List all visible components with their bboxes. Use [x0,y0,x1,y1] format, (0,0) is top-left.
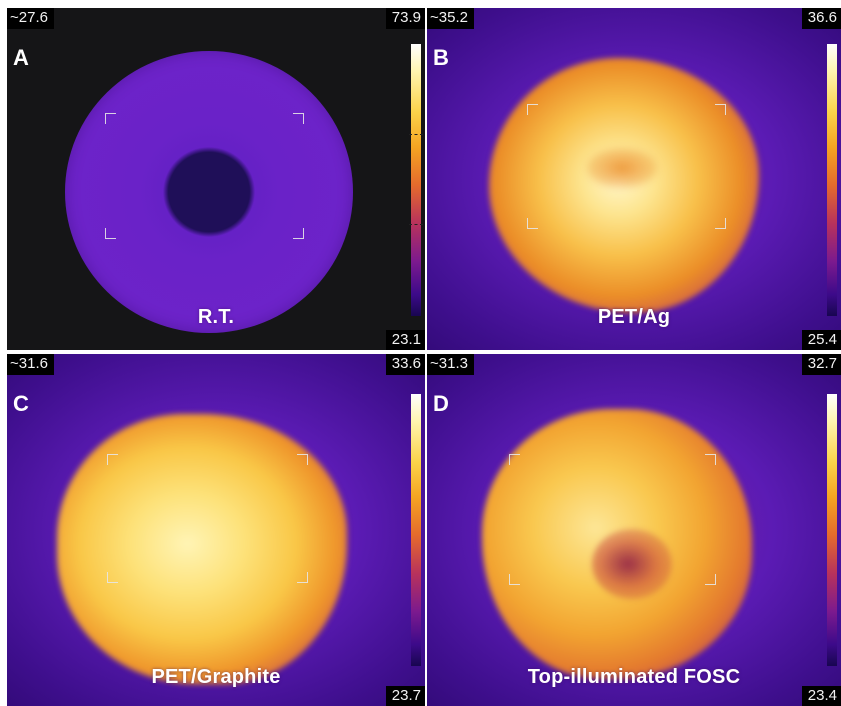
panel-letter: C [13,391,29,416]
focus-bracket-bottom-right [715,218,726,229]
min-temperature-readout: 23.7 [385,686,425,706]
panel-caption: Top-illuminated FOSC [527,666,741,688]
max-temperature-readout: 36.6 [801,8,841,29]
focus-bracket-bottom-left [107,572,118,583]
focus-bracket-top-left [509,454,520,465]
focus-bracket-top-left [527,104,538,115]
focus-bracket-top-right [297,454,308,465]
panel-caption: PET/Graphite [151,666,281,688]
min-temperature-readout: 23.4 [801,686,841,706]
panel-letter: D [433,391,449,416]
focus-bracket-top-right [715,104,726,115]
focus-bracket-top-right [293,113,304,124]
spot-temperature-readout: ~31.6 [7,354,54,375]
focus-bracket-bottom-left [509,574,520,585]
color-scale-bar [409,44,423,316]
hot-spot-shadow [587,148,657,188]
sample-disk [65,51,353,333]
focus-bracket-top-left [107,454,118,465]
spot-temperature-readout: ~31.3 [427,354,474,375]
panel-letter: A [13,45,29,70]
panel-c: ~31.6 33.6 C PET/Graphite 23.7 [7,354,425,706]
panel-d: ~31.3 32.7 D Top-illuminated FOSC 23.4 [427,354,841,706]
focus-bracket-bottom-right [297,572,308,583]
color-scale-bar [827,394,837,666]
focus-bracket-bottom-right [293,228,304,239]
scale-tick [409,223,423,225]
spot-temperature-readout: ~27.6 [7,8,54,29]
min-temperature-readout: 23.1 [385,330,425,350]
focus-bracket-bottom-left [105,228,116,239]
panel-letter: B [433,45,449,70]
focus-bracket-top-left [105,113,116,124]
max-temperature-readout: 73.9 [385,8,425,29]
hot-spot [57,414,347,684]
max-temperature-readout: 33.6 [385,354,425,375]
scale-tick [409,133,423,135]
panel-caption: PET/Ag [597,306,671,328]
focus-bracket-top-right [705,454,716,465]
min-temperature-readout: 25.4 [801,330,841,350]
panel-b: ~35.2 36.6 B PET/Ag 25.4 [427,8,841,350]
panel-caption: R.T. [197,306,235,328]
spot-temperature-readout: ~35.2 [427,8,474,29]
hot-spot-shadow [592,529,672,599]
max-temperature-readout: 32.7 [801,354,841,375]
color-scale-bar [827,44,837,316]
focus-bracket-bottom-left [527,218,538,229]
focus-bracket-bottom-right [705,574,716,585]
color-scale-bar [411,394,421,666]
panel-a: ~27.6 73.9 A R.T. 23.1 [7,8,425,350]
